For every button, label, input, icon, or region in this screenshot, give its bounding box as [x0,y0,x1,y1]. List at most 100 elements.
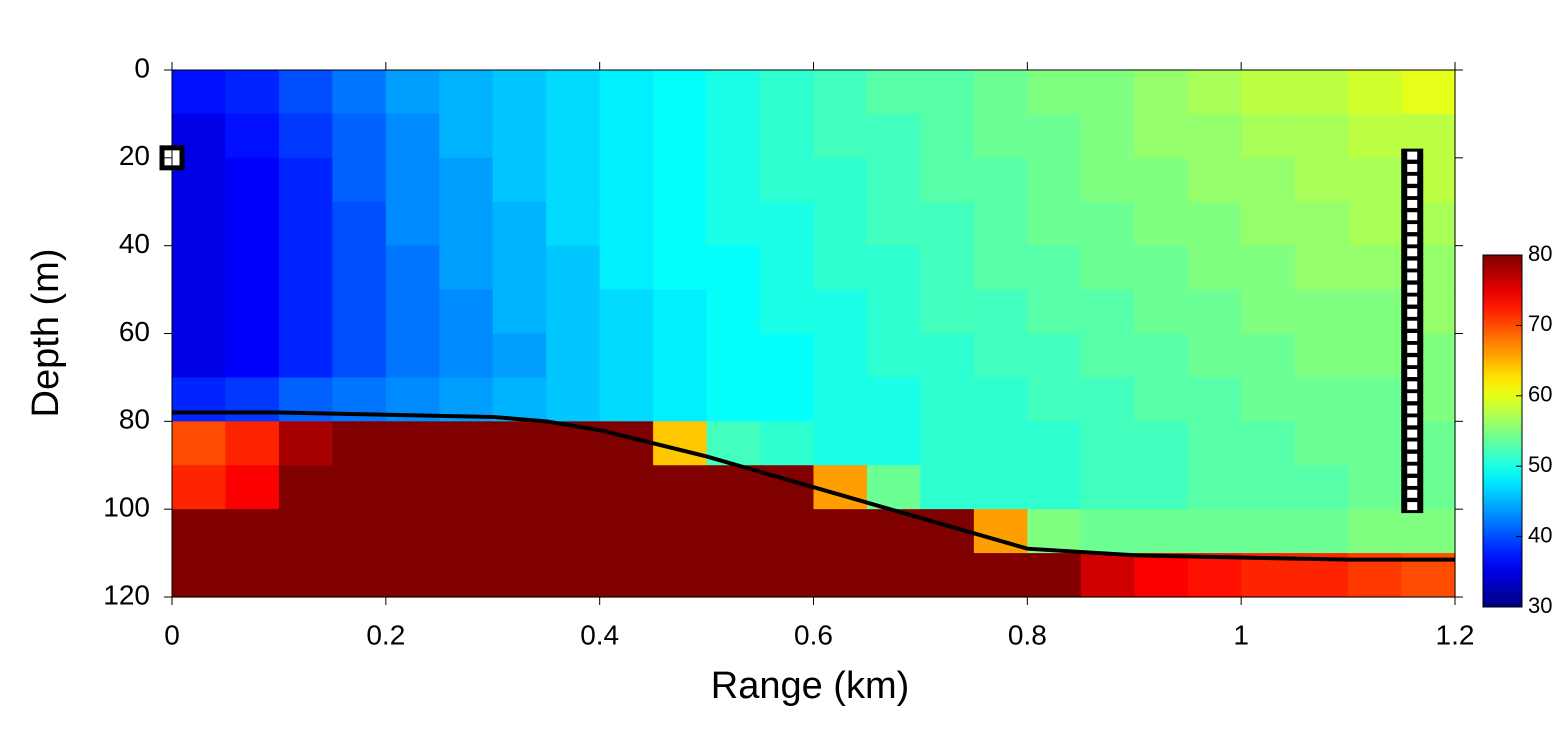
heatmap-cell [385,421,440,466]
heatmap-cell [278,553,333,598]
receiver-marker [1407,453,1418,462]
heatmap-cell [439,553,494,598]
heatmap-cell [172,377,227,422]
heatmap-cell [439,245,494,291]
heatmap-cell [1134,70,1189,115]
heatmap-cell [1348,465,1403,510]
heatmap-cell [278,245,333,291]
heatmap-cell [439,333,494,379]
heatmap-cell [1027,333,1082,379]
heatmap-cell [332,113,387,159]
heatmap-cell [1294,245,1349,291]
heatmap-cell [385,289,440,335]
heatmap-cell [1134,113,1189,159]
heatmap-cell [385,157,440,203]
heatmap-cell [439,465,494,510]
heatmap-cell [866,333,922,379]
heatmap-cell [278,509,333,554]
heatmap-cell [813,421,868,466]
heatmap-cell [278,289,333,335]
heatmap-cell [706,509,761,554]
receiver-marker [1407,284,1418,293]
heatmap-cell [332,509,387,554]
heatmap-cell [225,201,280,247]
heatmap-cell [973,377,1028,422]
heatmap-cell [439,70,494,115]
receiver-marker [1407,405,1418,414]
receiver-marker [1407,320,1418,329]
heatmap-cell [1187,113,1242,159]
heatmap-cell [866,377,922,422]
heatmap-cell [385,465,440,510]
heatmap-cell [1241,421,1296,466]
heatmap-cell [813,333,868,379]
heatmap-cell [706,553,761,598]
receiver-marker [1407,151,1418,160]
heatmap-cell [599,289,654,335]
heatmap-cell [385,113,440,159]
receiver-marker [1407,260,1418,269]
y-axis-label: Depth (m) [25,249,67,418]
heatmap-cell [1080,333,1135,379]
heatmap-cell [1241,289,1296,335]
heatmap-cell [225,245,280,291]
heatmap-cell [1134,157,1189,203]
heatmap-cell [1241,113,1296,159]
heatmap-cell [1027,377,1082,422]
colorbar [1482,254,1523,608]
heatmap-cell [172,201,227,247]
heatmap-cell [1294,333,1349,379]
heatmap-cell [1134,333,1189,379]
heatmap-cell [1187,553,1242,598]
receiver-marker [1407,477,1418,486]
heatmap-cell [332,245,387,291]
heatmap-cell [1187,289,1242,335]
colorbar-tick-label: 40 [1528,522,1552,547]
receiver-marker [1407,296,1418,305]
heatmap-cell [599,377,654,422]
y-tick-label: 100 [103,492,150,523]
heatmap-cell [385,553,440,598]
receiver-marker [1407,272,1418,281]
heatmap-cell [1027,465,1082,510]
heatmap-cell [1027,245,1082,291]
heatmap-cell [1241,553,1296,598]
heatmap-cell [1080,245,1135,291]
heatmap-cell [492,157,547,203]
heatmap-cell [973,113,1028,159]
heatmap-cell [653,245,708,291]
heatmap-cell [760,553,815,598]
heatmap-cell [920,377,975,422]
heatmap-cell [653,70,708,115]
heatmap-cell [332,421,387,466]
heatmap-cell [225,113,280,159]
heatmap-cell [1134,465,1189,510]
heatmap-cell [1027,553,1082,598]
heatmap-cell [973,421,1028,466]
heatmap-cell [225,465,280,510]
y-tick-label: 120 [103,579,150,610]
heatmap-cell [332,465,387,510]
heatmap-cell [546,553,601,598]
heatmap-cell [439,421,494,466]
heatmap-cell [385,201,440,247]
receiver-marker [1407,381,1418,390]
heatmap-cell [332,333,387,379]
heatmap-cell [1080,201,1135,247]
heatmap-cell [1241,245,1296,291]
heatmap-cell [172,245,227,291]
heatmap-cell [920,245,975,291]
heatmap-cell [332,201,387,247]
heatmap-cell [225,70,280,115]
heatmap-cell [278,465,333,510]
heatmap-cell [172,509,227,554]
heatmap-cell [225,553,280,598]
heatmap-cell [332,157,387,203]
heatmap-cell [1294,421,1349,466]
x-tick-label: 1.2 [1436,619,1475,650]
heatmap-cell [653,157,708,203]
heatmap-cell [1080,509,1135,554]
heatmap-cell [1134,553,1189,598]
x-axis-label: Range (km) [711,665,910,707]
